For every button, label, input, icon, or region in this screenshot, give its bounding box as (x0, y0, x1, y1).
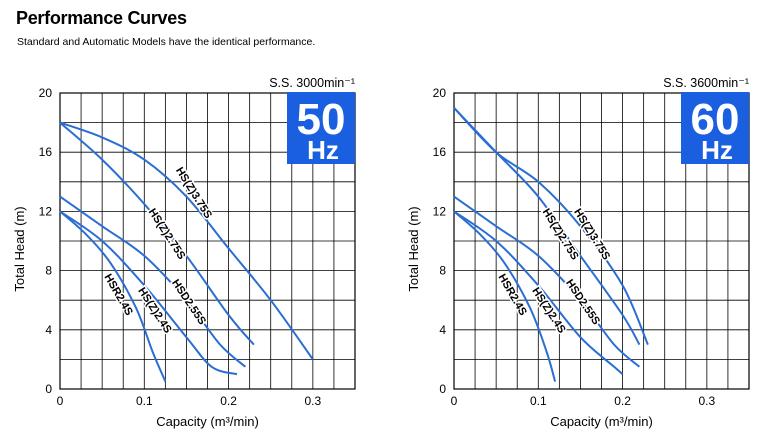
curve-label: HSD2.55S (563, 277, 602, 327)
frequency-unit: Hz (307, 135, 339, 165)
x-tick-label: 0.1 (136, 394, 153, 408)
y-tick-label: 8 (45, 264, 52, 278)
page-subtitle: Standard and Automatic Models have the i… (17, 36, 316, 48)
plot-frame (453, 92, 750, 390)
y-tick-label: 0 (45, 382, 52, 396)
curve-label: HS(Z)2.4S (135, 285, 173, 335)
x-axis-title: Capacity (m³/min) (156, 414, 259, 429)
y-tick-label: 16 (433, 145, 447, 159)
y-tick-label: 20 (39, 86, 53, 100)
x-tick-label: 0.2 (220, 394, 237, 408)
y-tick-label: 4 (45, 323, 52, 337)
frequency-badge (287, 92, 355, 164)
frequency-number: 60 (691, 95, 740, 144)
plot-frame (59, 92, 356, 390)
page-title: Performance Curves (16, 8, 187, 28)
curve-hsr2-4s (59, 210, 167, 382)
y-tick-label: 4 (439, 323, 446, 337)
curve-hs-z-2-75s (453, 107, 641, 346)
curve-hsd2-55s (59, 195, 247, 368)
speed-label: S.S. 3000min⁻¹ (269, 76, 355, 90)
x-tick-label: 0.3 (305, 394, 322, 408)
y-tick-label: 20 (433, 86, 447, 100)
curve-hs-z-2-4s (453, 210, 624, 375)
x-axis-title: Capacity (m³/min) (550, 414, 653, 429)
curve-hs-z-2-75s (59, 121, 255, 346)
curve-label: HSD2.55S (169, 277, 208, 327)
speed-label: S.S. 3600min⁻¹ (663, 76, 749, 90)
y-tick-label: 8 (439, 264, 446, 278)
curve-hsr2-4s (453, 210, 557, 382)
frequency-unit: Hz (701, 135, 733, 165)
curve-hs-z-3-75s (59, 121, 314, 360)
curve-hs-z-2-4s (59, 210, 238, 376)
x-tick-label: 0 (451, 394, 458, 408)
y-tick-label: 12 (39, 204, 53, 218)
x-tick-label: 0.3 (699, 394, 716, 408)
frequency-number: 50 (297, 95, 346, 144)
curve-label: HS(Z)2.75S (146, 206, 188, 261)
y-tick-label: 0 (439, 382, 446, 396)
x-tick-label: 0.1 (530, 394, 547, 408)
y-tick-label: 16 (39, 145, 53, 159)
x-tick-label: 0.2 (614, 394, 631, 408)
y-axis-title: Total Head (m) (406, 206, 421, 291)
curve-hsd2-55s (453, 195, 641, 368)
y-tick-label: 12 (433, 204, 447, 218)
frequency-badge (681, 92, 749, 164)
x-tick-label: 0 (57, 394, 64, 408)
y-axis-title: Total Head (m) (12, 206, 27, 291)
curve-label: HS(Z)2.4S (529, 285, 567, 335)
